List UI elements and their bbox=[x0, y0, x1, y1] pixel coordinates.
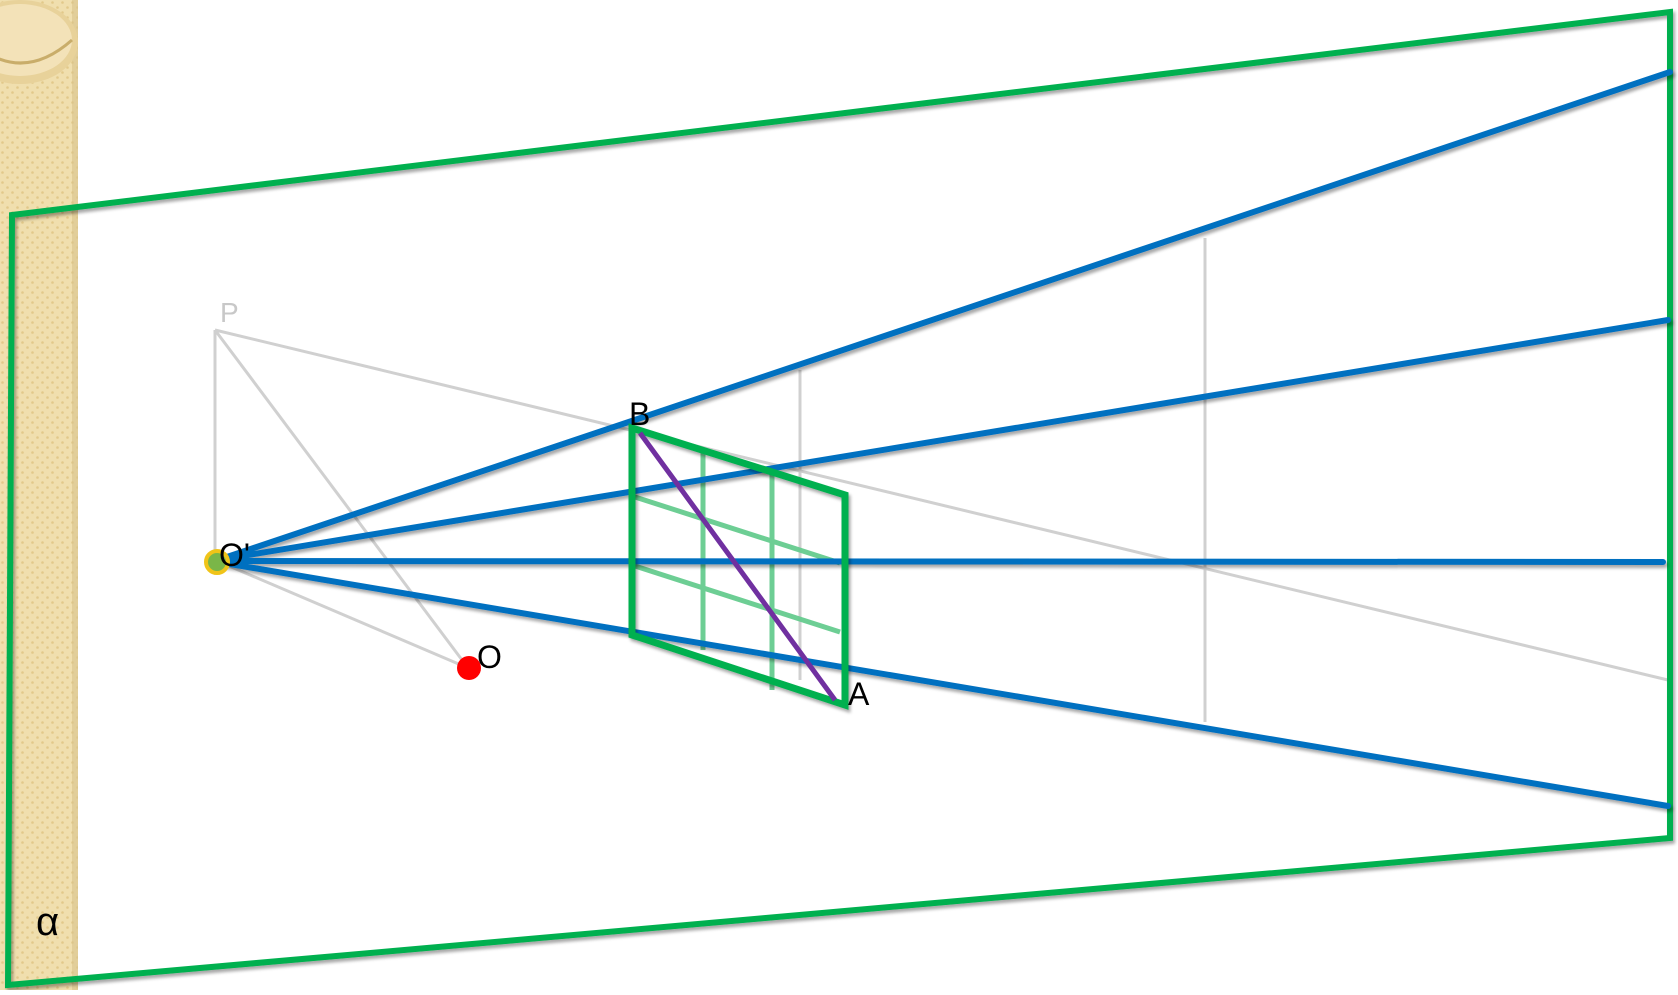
rolled-scroll-icon bbox=[0, 0, 78, 84]
projection-rays bbox=[215, 69, 1673, 809]
projection-ray bbox=[215, 558, 1666, 565]
projection-ray bbox=[215, 317, 1671, 563]
grid-inner-lines bbox=[631, 452, 841, 690]
grid-line bbox=[631, 562, 841, 635]
projection-ray bbox=[215, 559, 1671, 809]
label-p: P bbox=[220, 297, 239, 328]
grid-square-outline bbox=[628, 423, 849, 710]
label-alpha: α bbox=[36, 900, 59, 944]
plane-alpha bbox=[4, 8, 1673, 989]
point-o-prime bbox=[204, 549, 230, 575]
grid-line bbox=[631, 493, 841, 566]
label-a: A bbox=[848, 676, 870, 712]
diagonal-ab bbox=[637, 431, 838, 702]
construction-line bbox=[213, 329, 470, 669]
label-o-prime: O' bbox=[219, 537, 250, 573]
construction-lines bbox=[213, 238, 1669, 722]
label-b: B bbox=[629, 396, 650, 432]
point-o bbox=[457, 656, 481, 680]
construction-line bbox=[214, 328, 1669, 682]
projection-ray bbox=[215, 69, 1673, 563]
construction-line bbox=[214, 558, 469, 670]
label-o: O bbox=[477, 639, 502, 675]
side-strip-edge bbox=[72, 0, 78, 990]
